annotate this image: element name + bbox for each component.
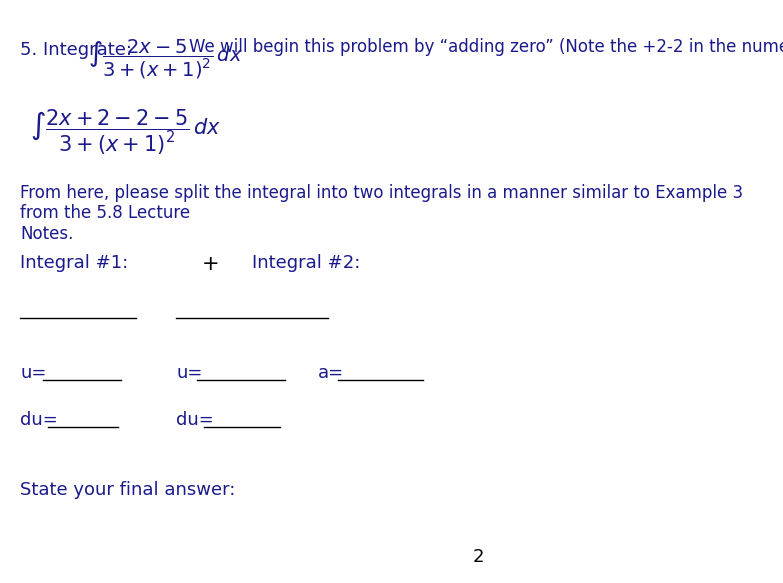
Text: du=: du= (176, 411, 215, 429)
Text: u=: u= (20, 364, 46, 382)
Text: a=: a= (318, 364, 344, 382)
Text: From here, please split the integral into two integrals in a manner similar to E: From here, please split the integral int… (20, 184, 743, 243)
Text: Integral #2:: Integral #2: (252, 254, 360, 272)
Text: du=: du= (20, 411, 58, 429)
Text: 2: 2 (472, 547, 484, 566)
Text: Integral #1:: Integral #1: (20, 254, 128, 272)
Text: +: + (202, 254, 219, 273)
Text: 5. Integrate:: 5. Integrate: (20, 41, 132, 59)
Text: $\int\dfrac{2x+2-2-5}{3+(x+1)^2}\,dx$: $\int\dfrac{2x+2-2-5}{3+(x+1)^2}\,dx$ (31, 108, 222, 157)
Text: State your final answer:: State your final answer: (20, 481, 236, 499)
Text: We will begin this problem by “adding zero” (Note the +2-2 in the numerator) :: We will begin this problem by “adding ze… (189, 38, 783, 56)
Text: u=: u= (176, 364, 203, 382)
Text: $\int\dfrac{2x-5}{3+(x+1)^2}\,dx$: $\int\dfrac{2x-5}{3+(x+1)^2}\,dx$ (88, 38, 244, 82)
